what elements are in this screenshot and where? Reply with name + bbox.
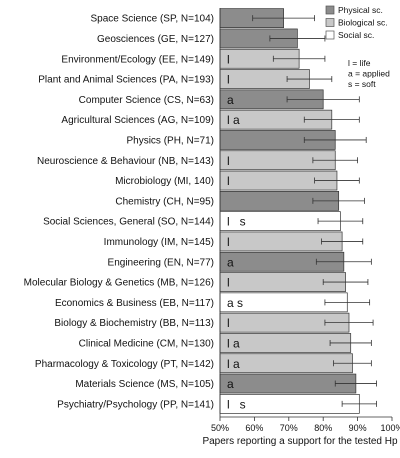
bar-annotation: a <box>227 255 234 269</box>
category-label: Plant and Animal Sciences (PA, N=193) <box>38 75 214 86</box>
bar-annotation: l <box>227 235 230 249</box>
x-tick-label: 70% <box>280 423 298 433</box>
bar-annotation: l <box>227 276 230 290</box>
category-label: Environment/Ecology (EE, N=149) <box>61 54 214 65</box>
bar-annotation: l a <box>227 357 240 371</box>
category-label: Materials Science (MS, N=105) <box>75 379 214 390</box>
bar-annotation: l <box>227 316 230 330</box>
x-tick-label: 90% <box>349 423 367 433</box>
x-axis: 50% 60% 70% 80% 90% 100% <box>211 8 400 433</box>
x-tick-label: 60% <box>245 423 263 433</box>
annotation-key-item: s = soft <box>348 79 376 89</box>
category-label: Computer Science (CS, N=63) <box>79 95 214 106</box>
category-label: Chemistry (CH, N=95) <box>115 196 214 207</box>
annotation-key-item: l = life <box>348 58 371 68</box>
category-label: Biology & Biochemistry (BB, N=113) <box>54 318 214 329</box>
category-label: Engineering (EN, N=77) <box>108 257 214 268</box>
category-label: Social Sciences, General (SO, N=144) <box>43 217 214 228</box>
bar-annotation: a <box>227 377 234 391</box>
legend-swatch <box>325 18 335 27</box>
category-label: Geosciences (GE, N=127) <box>97 34 214 45</box>
category-label: Psychiatry/Psychology (PP, N=141) <box>57 399 214 410</box>
bar <box>219 353 353 374</box>
x-tick-label: 100% <box>380 423 400 433</box>
bar-annotation: l s <box>227 215 246 229</box>
legend-label: Biological sc. <box>338 18 388 28</box>
category-label: Clinical Medicine (CM, N=130) <box>79 338 214 349</box>
annotation-key-item: a = applied <box>348 69 390 79</box>
category-label: Microbiology (MI, 140) <box>115 176 214 187</box>
bar-annotation: a <box>227 93 234 107</box>
category-label: Physics (PH, N=71) <box>126 135 214 146</box>
bar-annotation: l <box>227 52 230 66</box>
category-label: Economics & Business (EB, N=117) <box>55 298 214 309</box>
bar-annotation: l s <box>227 397 246 411</box>
legend: Physical sc. Biological sc. Social sc. <box>325 5 388 40</box>
category-label: Neuroscience & Behaviour (NB, N=143) <box>37 156 214 167</box>
bar-annotation: l <box>227 73 230 87</box>
category-label: Pharmacology & Toxicology (PT, N=142) <box>35 359 214 370</box>
bar-annotation: a s <box>227 296 243 310</box>
x-tick-label: 80% <box>314 423 332 433</box>
bar-annotation: l a <box>227 113 240 127</box>
category-label: Agricultural Sciences (AG, N=109) <box>61 115 214 126</box>
bar-annotation: l a <box>227 336 240 350</box>
category-label: Molecular Biology & Genetics (MB, N=126) <box>24 278 214 289</box>
legend-label: Physical sc. <box>338 5 383 15</box>
category-labels: Space Science (SP, N=104) Geosciences (GE… <box>24 14 214 411</box>
category-label: Space Science (SP, N=104) <box>90 14 214 25</box>
legend-swatch <box>325 30 335 40</box>
x-axis-label: Papers reporting a support for the teste… <box>202 436 398 447</box>
category-label: Immunology (IM, N=145) <box>104 237 214 248</box>
legend-label: Social sc. <box>338 30 374 40</box>
x-tick-label: 50% <box>211 423 229 433</box>
legend-swatch <box>325 5 335 15</box>
bar-annotation: l <box>227 174 230 188</box>
bar-annotation: l <box>227 154 230 168</box>
